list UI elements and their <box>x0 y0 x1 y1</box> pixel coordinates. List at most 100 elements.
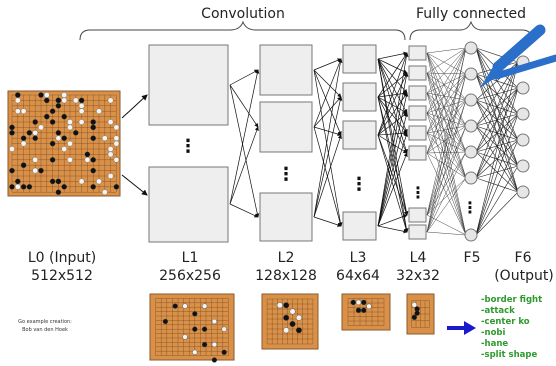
black-stone <box>32 135 38 141</box>
white-stone <box>15 97 21 104</box>
fc-connection <box>475 139 519 179</box>
connection-arrow <box>377 132 408 227</box>
l4-map <box>408 207 427 223</box>
black-stone <box>283 302 290 309</box>
fc-brace <box>409 20 533 41</box>
fc-connection <box>475 61 519 153</box>
fc-connection <box>426 132 467 179</box>
fc-connection <box>426 99 467 154</box>
white-stone <box>113 124 120 131</box>
fc-connection <box>426 73 467 94</box>
black-stone <box>49 178 56 185</box>
fc-connection <box>426 99 467 134</box>
fc-connection <box>426 99 467 233</box>
l2-map-1 <box>259 44 313 96</box>
black-stone <box>90 184 96 190</box>
connection-arrow <box>313 69 342 98</box>
connection-arrow <box>377 92 409 227</box>
black-stone <box>113 184 120 190</box>
white-stone <box>107 97 114 104</box>
f5-node <box>464 171 478 185</box>
white-stone <box>107 119 114 125</box>
white-stone <box>182 303 188 309</box>
connection-arrow <box>229 69 260 205</box>
fc-connection <box>475 139 519 236</box>
feature-4: -nobi <box>481 328 506 338</box>
white-stone <box>96 178 102 185</box>
black-stone <box>44 97 50 104</box>
white-stone <box>61 92 67 98</box>
black-stone <box>55 178 62 185</box>
feature-3: -center ko <box>481 317 530 327</box>
white-stone <box>107 173 114 179</box>
connection-arrow <box>377 152 408 227</box>
example-board <box>149 293 235 361</box>
connection-arrow <box>313 134 342 218</box>
f5-node <box>464 145 478 159</box>
white-stone <box>32 157 38 163</box>
fc-connection <box>475 87 519 179</box>
connection-arrow <box>377 134 408 154</box>
black-stone <box>9 167 15 174</box>
fc-connection <box>426 73 467 134</box>
white-stone <box>15 184 21 190</box>
fc-connection <box>426 47 467 233</box>
input-arrow-bottom <box>121 174 148 196</box>
connection-arrow <box>377 58 409 233</box>
fc-connection <box>426 73 467 216</box>
f6-node <box>516 133 530 147</box>
f5-node <box>464 67 478 81</box>
layer-name-l2: L2 <box>278 250 295 266</box>
black-stone <box>289 321 296 327</box>
fc-connection <box>426 73 467 154</box>
white-stone <box>276 302 283 309</box>
fc-connection <box>475 113 519 179</box>
f6-node <box>516 81 530 95</box>
black-stone <box>55 97 62 104</box>
connection-arrow <box>377 72 408 98</box>
l4-map <box>408 224 427 240</box>
white-stone <box>192 349 198 355</box>
connection-arrow <box>377 52 408 98</box>
connection-arrow <box>377 52 409 227</box>
fc-connection <box>426 214 467 236</box>
layer-name-l0: L0 (Input) <box>28 250 96 266</box>
l1-map-top <box>148 44 229 126</box>
black-stone <box>211 357 218 363</box>
fc-connection <box>426 47 467 216</box>
black-stone <box>55 189 62 195</box>
f6-node <box>516 107 530 121</box>
white-stone <box>44 92 50 98</box>
fc-connection <box>426 52 467 153</box>
fc-connection <box>426 92 467 236</box>
white-stone <box>289 308 296 315</box>
connection-arrow <box>229 84 259 128</box>
l2-map-2 <box>259 101 313 153</box>
l2-map-3 <box>259 192 313 242</box>
connection-arrow <box>377 96 409 233</box>
black-stone <box>26 130 33 136</box>
connection-arrow <box>377 51 408 60</box>
black-stone <box>90 119 96 125</box>
connection-arrow <box>377 131 408 136</box>
connection-arrow <box>377 96 408 114</box>
f6-node <box>516 159 530 173</box>
black-stone <box>73 130 79 136</box>
white-stone <box>283 327 290 334</box>
connection-arrow <box>377 96 408 154</box>
white-stone <box>107 151 114 158</box>
black-stone <box>49 157 56 163</box>
white-stone <box>107 146 114 152</box>
fc-connection <box>426 73 467 114</box>
fc-connection <box>426 231 467 236</box>
connection-arrow <box>313 96 343 218</box>
white-stone <box>15 108 21 114</box>
black-stone <box>90 124 96 131</box>
layer-size-l0: 512x512 <box>31 268 93 284</box>
fc-connection <box>426 47 467 54</box>
black-stone <box>350 299 356 306</box>
fc-connection <box>426 92 467 179</box>
l2-dots: ⋮ <box>277 164 295 185</box>
white-stone <box>67 157 73 163</box>
fc-connection <box>426 112 467 236</box>
